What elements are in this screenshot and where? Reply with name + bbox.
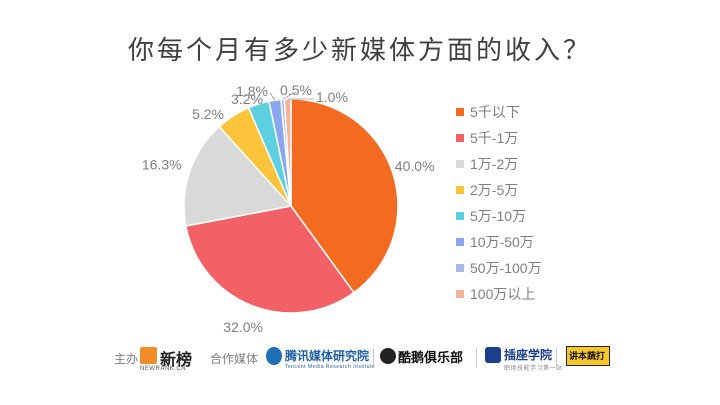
divider [556, 348, 557, 368]
partner-label: 合作媒体 [210, 352, 259, 366]
partner-sub-2: 职场技能学习第一站 [504, 366, 563, 372]
legend-swatch-3 [456, 186, 464, 194]
legend-label-7: 100万以上 [470, 286, 535, 302]
chart-title: 你每个月有多少新媒体方面的收入？ [127, 36, 592, 66]
chart-legend: 5千以下 5千-1万 1万-2万 2万-5万 5万-10万 10万-50万 50万-100万… [456, 104, 542, 302]
legend-swatch-6 [456, 264, 464, 272]
divider [476, 348, 477, 368]
tencent-logo-icon [266, 347, 282, 365]
legend-swatch-2 [456, 160, 464, 168]
leader-line-6 [282, 91, 297, 100]
partner-name-3: 讲本蔬打 [569, 352, 606, 362]
partner-name-2: 插座学院 [504, 348, 553, 362]
footer-sponsors: 主办 新榜 NEWRANK.CN 合作媒体 腾讯媒体研究院 Tencent Me… [0, 340, 720, 380]
socket-logo-icon [485, 347, 501, 363]
legend-label-4: 5万-10万 [470, 208, 526, 224]
pie-slice-2 [183, 125, 293, 227]
legend-swatch-4 [456, 212, 464, 220]
leader-line-5 [269, 92, 276, 101]
pie-label-1: 32.0% [223, 319, 263, 335]
pie-label-6: 0.5% [280, 82, 312, 98]
penguin-logo-icon [380, 348, 396, 364]
host-logo-text: 新榜 [160, 350, 193, 369]
pie-label-7: 1.0% [316, 89, 348, 105]
pie-slices [183, 98, 399, 314]
divider [373, 348, 374, 368]
leader-lines [269, 91, 315, 101]
pie-label-4: 3.2% [231, 91, 263, 107]
partner-name-1: 酷鹅俱乐部 [398, 351, 464, 366]
legend-swatch-0 [456, 108, 464, 116]
pie-slice-0 [290, 98, 399, 294]
pie-label-0: 40.0% [395, 158, 435, 174]
jiangben-logo [566, 346, 610, 366]
pie-percent-labels: 40.0% 32.0% 16.3% 5.2% 3.2%1.8% 0.5% 1.0% [142, 82, 435, 335]
legend-label-3: 2万-5万 [470, 182, 518, 198]
legend-label-2: 1万-2万 [470, 156, 518, 172]
host-label: 主办 [114, 352, 139, 366]
legend-swatch-5 [456, 238, 464, 246]
legend-swatch-7 [456, 290, 464, 298]
legend-swatch-1 [456, 134, 464, 142]
pie-label-2: 16.3% [142, 157, 182, 173]
partner-sub-0: Tencent Media Research Institute [285, 364, 376, 370]
pie-label-5: 1.8% [236, 83, 268, 99]
partner-name-0: 腾讯媒体研究院 [285, 349, 370, 363]
host-logo-sub: NEWRANK.CN [140, 366, 187, 372]
legend-label-5: 10万-50万 [470, 234, 534, 250]
pie-label-3: 5.2% [192, 106, 224, 122]
legend-label-0: 5千以下 [470, 104, 520, 120]
newrank-logo-icon [140, 347, 157, 364]
legend-label-6: 50万-100万 [470, 260, 542, 276]
legend-label-1: 5千-1万 [470, 130, 518, 146]
pie-slice-1 [185, 205, 355, 314]
